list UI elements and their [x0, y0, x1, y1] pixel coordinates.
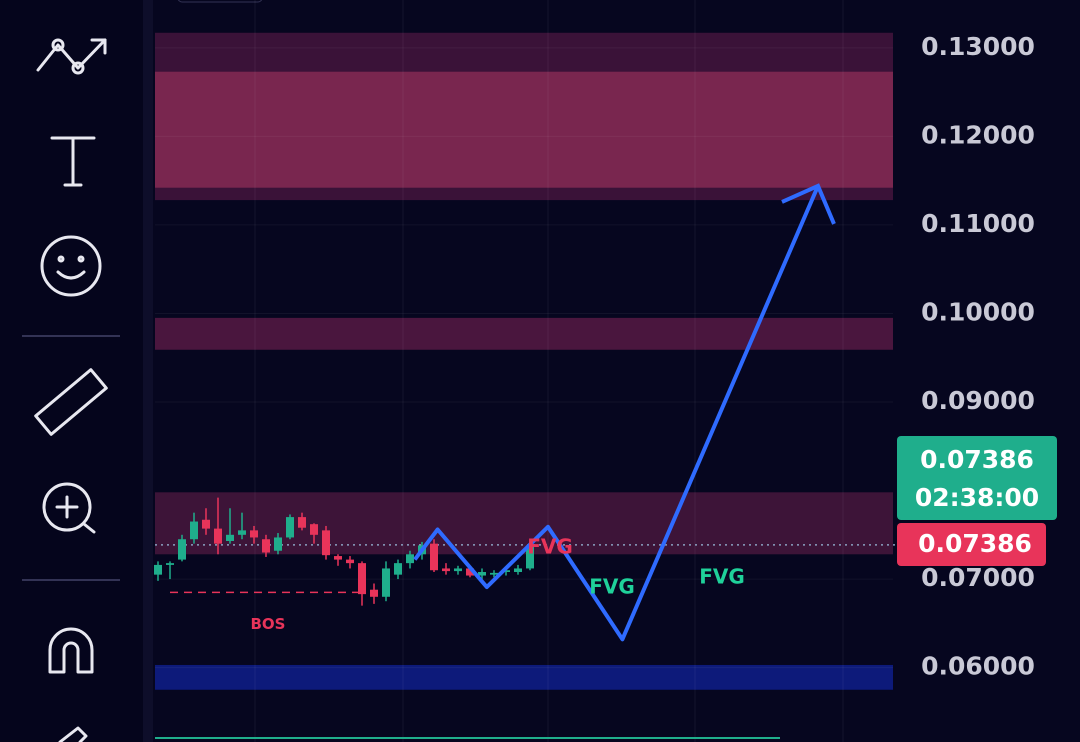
candle-body [514, 568, 522, 572]
candle-body [238, 530, 246, 535]
plot-area: BOS FVG FVG FVG [154, 0, 897, 742]
price-tag-label: 0.07386 [918, 529, 1032, 558]
fvg-label: FVG [699, 565, 745, 589]
candle-body [394, 563, 402, 575]
candle-body [370, 589, 378, 597]
countdown-tag [897, 436, 1057, 520]
y-tick-label: 0.10000 [921, 297, 1035, 326]
candle-body [454, 568, 462, 572]
candle-body [526, 545, 534, 569]
candle-body [358, 563, 366, 595]
zone [155, 664, 893, 690]
candle-body [334, 556, 342, 560]
candle-body [226, 534, 234, 542]
toolbar [0, 0, 143, 742]
candle-body [214, 528, 222, 544]
candle-body [382, 568, 390, 597]
y-tick-label: 0.09000 [921, 386, 1035, 415]
candle-body [286, 517, 294, 538]
y-tick-label: 0.07000 [921, 563, 1035, 592]
candle-body [322, 530, 330, 556]
y-tick-label: 0.06000 [921, 652, 1035, 681]
price-tag-label: 0.07386 [920, 445, 1034, 474]
candle-body [502, 570, 510, 572]
candle-body [490, 572, 498, 575]
candle-body [442, 568, 450, 572]
candle-body [298, 517, 306, 528]
candle-body [166, 563, 174, 565]
y-tick-label: 0.13000 [921, 32, 1035, 61]
y-tick-label: 0.11000 [921, 209, 1035, 238]
candle-body [478, 571, 486, 576]
candle-body [154, 564, 162, 575]
candle-body [262, 539, 270, 553]
pencil-tool[interactable] [58, 726, 88, 742]
candle-body [466, 568, 474, 576]
magnet-tool[interactable] [48, 627, 94, 674]
fvg-label: FVG [589, 575, 635, 599]
candle-body [250, 530, 258, 538]
ruler-tool[interactable] [34, 368, 108, 436]
candle-body [310, 524, 318, 535]
candle-body [202, 519, 210, 529]
candle-body [178, 539, 186, 560]
zone [155, 317, 893, 350]
toolbar-divider [143, 0, 153, 742]
trend-tool[interactable] [36, 38, 107, 75]
candle-body [274, 537, 282, 551]
candle-body [190, 521, 198, 540]
arrow-head [781, 183, 836, 225]
y-tick-label: 0.12000 [921, 120, 1035, 149]
text-tool[interactable] [50, 136, 96, 187]
countdown-label: 02:38:00 [915, 483, 1039, 512]
zoom-tool[interactable] [42, 482, 96, 534]
bos-label: BOS [251, 615, 286, 633]
projection-path [413, 185, 820, 642]
candle-body [430, 543, 438, 571]
price-tag [897, 523, 1046, 566]
emoji-tool[interactable] [40, 235, 102, 297]
candle-body [346, 559, 354, 564]
candle-body [406, 554, 414, 564]
fvg-label: FVG [527, 535, 573, 559]
top-button[interactable] [177, 0, 263, 3]
zone [155, 71, 893, 188]
